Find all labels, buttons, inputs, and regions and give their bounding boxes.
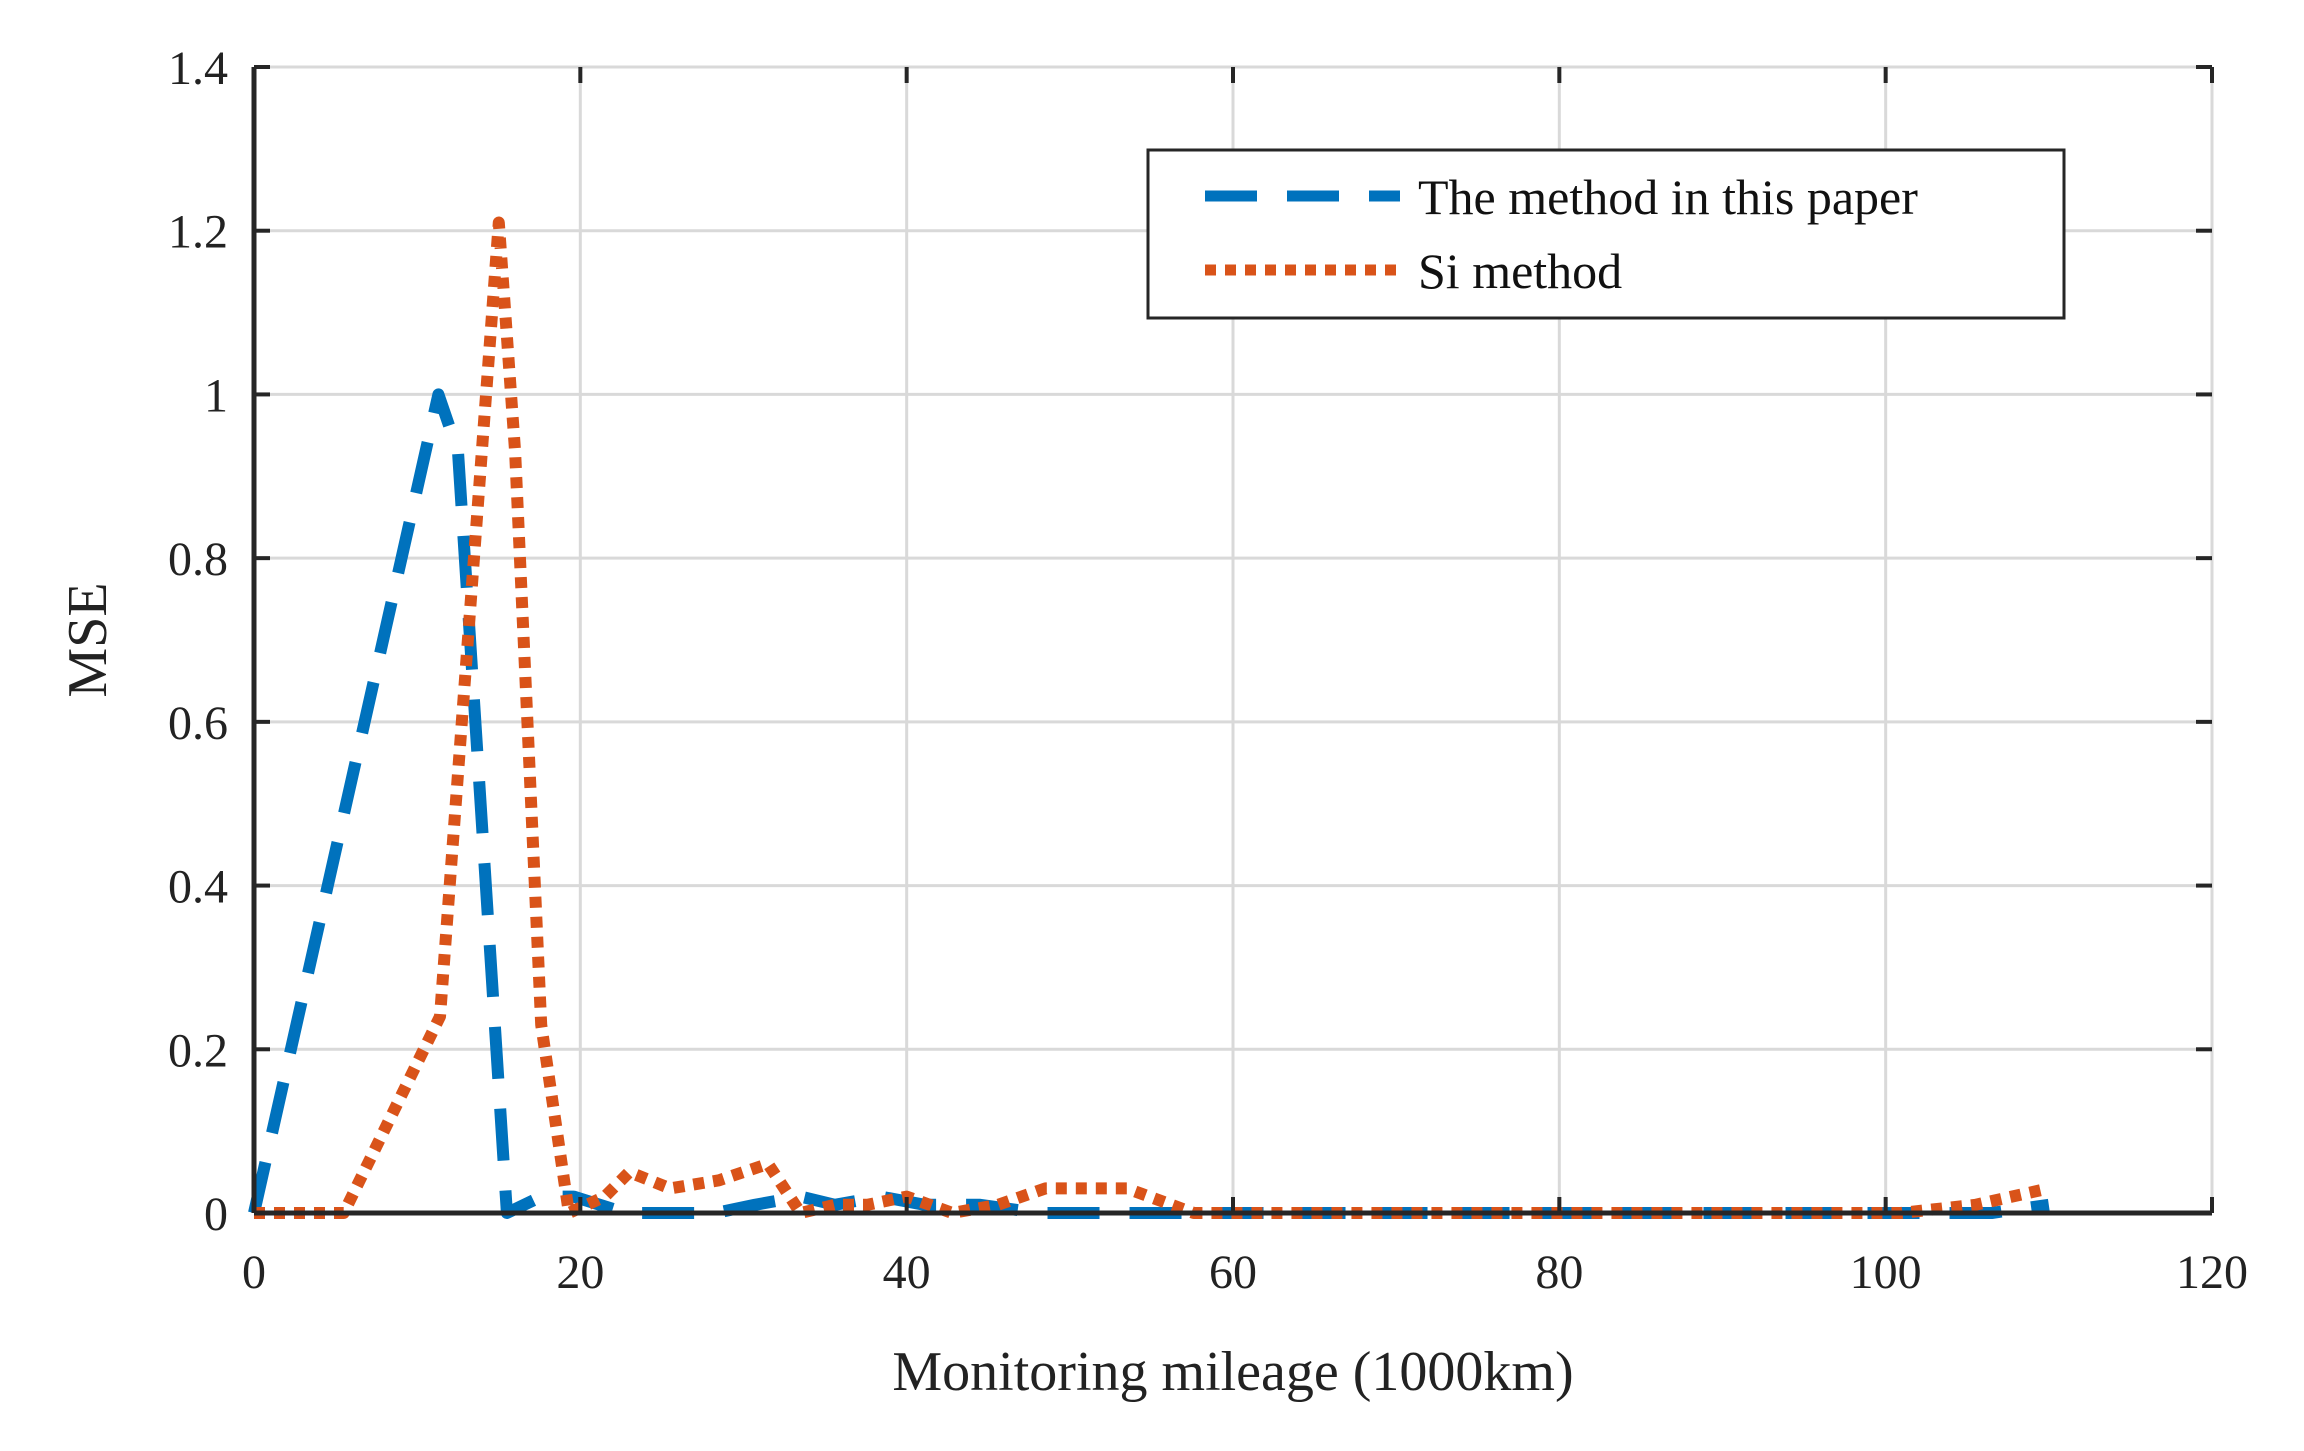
y-tick-label: 0.6 [168,697,228,750]
y-axis-title: MSE [57,582,119,697]
x-ticks: 0 20 40 60 80 100 120 [242,67,2248,1299]
x-tick-label: 120 [2176,1246,2248,1299]
legend-label-si-method: Si method [1418,243,1622,299]
x-tick-label: 20 [556,1246,604,1299]
legend-box [1146,148,2066,320]
legend-label-method-in-this-paper: The method in this paper [1418,169,1918,225]
x-tick-label: 80 [1535,1246,1583,1299]
series-line-si-method [254,216,2051,1219]
y-tick-label: 0.2 [168,1024,228,1077]
x-tick-label: 100 [1850,1246,1922,1299]
x-tick-label: 40 [883,1246,931,1299]
y-tick-label: 0 [204,1188,228,1241]
x-tick-label: 0 [242,1246,266,1299]
y-tick-label: 1.4 [168,42,228,95]
y-ticks: 0 0.2 0.4 0.6 0.8 1 1.2 1.4 [168,42,2212,1241]
series-layer [248,216,2051,1219]
x-axis-title: Monitoring mileage (1000km) [892,1341,1573,1403]
y-tick-label: 0.8 [168,533,228,586]
legend: The method in this paper Si method [1146,148,2066,320]
y-tick-label: 1.2 [168,206,228,259]
y-tick-label: 1 [204,369,228,422]
y-tick-label: 0.4 [168,861,228,914]
x-tick-label: 60 [1209,1246,1257,1299]
